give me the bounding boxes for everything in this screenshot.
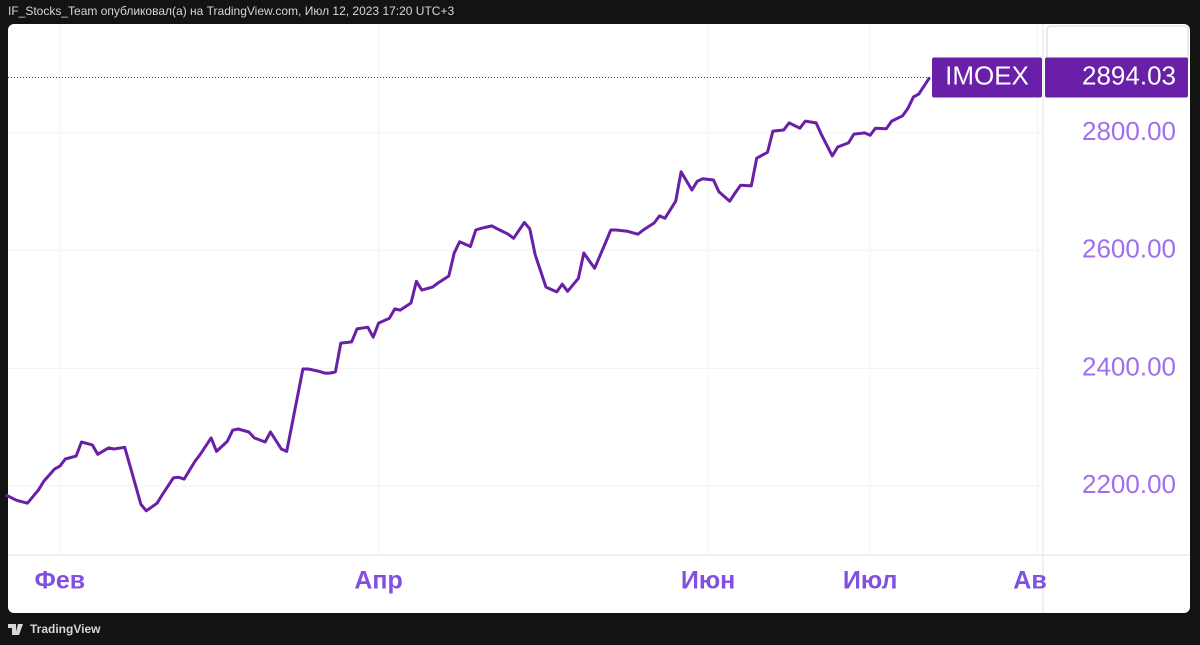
x-tick-label: Июн — [681, 567, 735, 595]
price-line — [5, 76, 931, 513]
y-tick-label: 2200.00 — [1082, 469, 1176, 499]
y-tick-label: 2400.00 — [1082, 351, 1176, 381]
x-tick-label: Июл — [843, 567, 898, 595]
y-tick-label: 2800.00 — [1082, 116, 1176, 146]
last-price-label: 2894.03 — [1082, 60, 1176, 90]
header-text: IF_Stocks_Team опубликовал(а) на Trading… — [8, 4, 454, 18]
x-tick-label: Апр — [354, 567, 402, 595]
chart-area — [8, 24, 1190, 613]
x-tick-label: Ав — [1013, 567, 1046, 595]
symbol-label-box — [932, 57, 1042, 98]
footer-brand: TradingView — [30, 622, 101, 636]
x-tick-label: Фев — [35, 567, 86, 595]
y-tick-label: 2600.00 — [1082, 234, 1176, 264]
logo — [8, 624, 23, 635]
symbol-label: IMOEX — [945, 60, 1029, 90]
footer: TradingView — [8, 622, 101, 636]
last-price-box — [1045, 57, 1188, 98]
